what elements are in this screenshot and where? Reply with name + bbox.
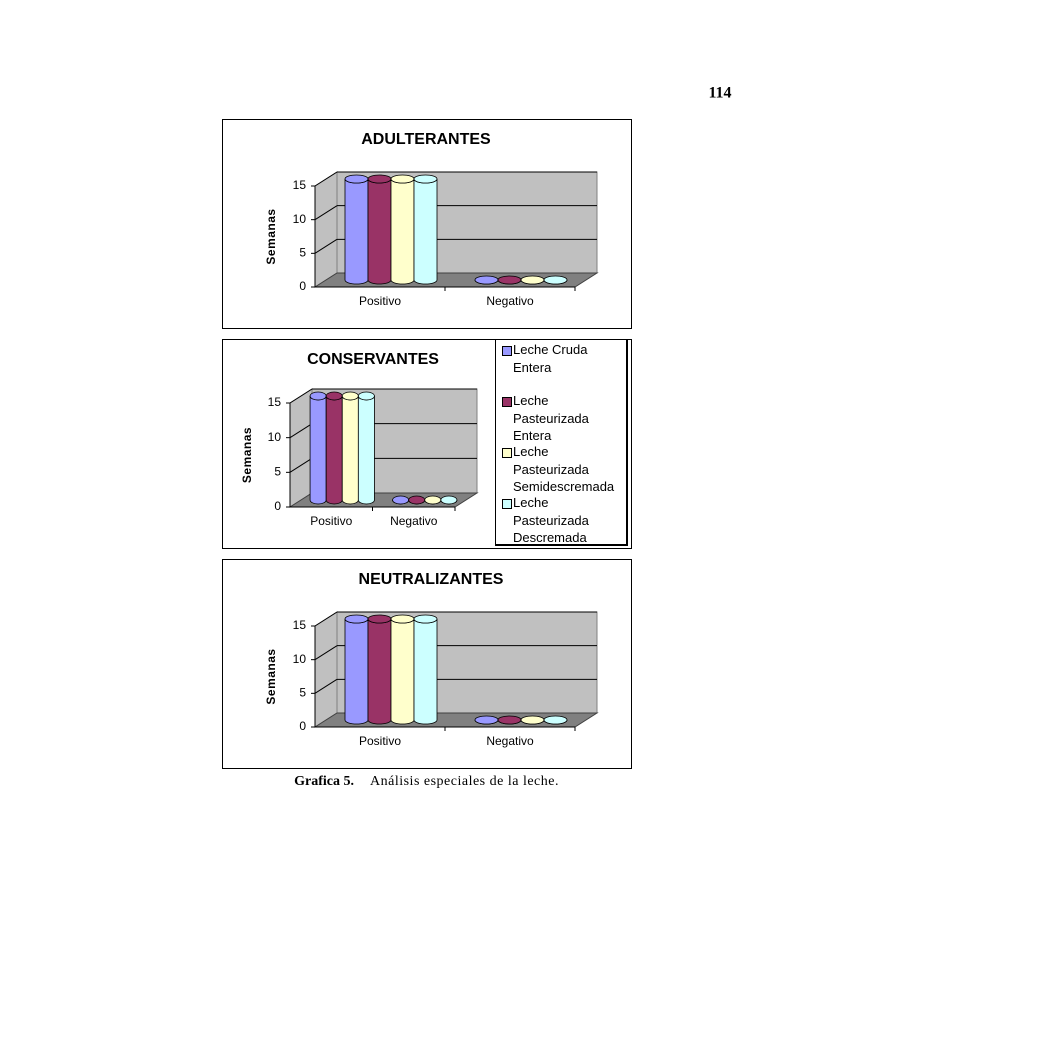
y-tick-label: 10 (268, 430, 282, 444)
bar-top (543, 275, 568, 285)
bar-top (520, 715, 545, 725)
grid-line (314, 645, 338, 661)
bar-top (344, 174, 369, 184)
bar-top (309, 391, 327, 401)
bar-top (344, 614, 369, 624)
caption-label: Grafica 5. (294, 774, 354, 789)
legend-label: Leche Pasteurizada Entera (513, 393, 589, 443)
bar-top (341, 391, 359, 401)
legend-label: Leche Cruda Entera (513, 342, 588, 375)
grid-line (314, 238, 338, 254)
x-tick-label: Positivo (359, 734, 401, 748)
legend-entry: Leche Pasteurizada Entera (496, 392, 626, 443)
bar-top (474, 715, 499, 725)
bar (325, 395, 343, 505)
bar (344, 618, 369, 725)
bar (367, 618, 392, 725)
bar (367, 178, 392, 285)
x-tick-label: Negativo (390, 514, 438, 528)
y-tick-label: 0 (274, 499, 281, 513)
bar (390, 618, 415, 725)
bar (413, 618, 438, 725)
chart-title: NEUTRALIZANTES (359, 571, 504, 588)
legend-entry: Leche Pasteurizada Descremada (496, 494, 626, 545)
chart-title: ADULTERANTES (361, 131, 491, 148)
bar (413, 178, 438, 285)
grid-line (314, 171, 338, 187)
y-tick-label: 15 (293, 178, 307, 192)
x-tick-label: Positivo (310, 514, 352, 528)
caption-text: Análisis especiales de la leche. (370, 774, 559, 789)
y-tick-label: 5 (274, 465, 281, 479)
bar (357, 395, 375, 505)
y-tick-label: 15 (268, 395, 282, 409)
y-axis-label: Semanas (264, 648, 278, 704)
bar-top (392, 495, 410, 505)
legend: Leche Cruda Entera Leche Pasteurizada Ent… (495, 339, 628, 546)
bar-top (325, 391, 343, 401)
y-tick-label: 0 (299, 279, 306, 293)
bar (341, 395, 359, 505)
y-tick-label: 5 (299, 686, 306, 700)
bar (390, 178, 415, 285)
page-number: 114 (708, 85, 731, 102)
grid-line (289, 388, 313, 404)
bar-top (497, 715, 522, 725)
y-tick-label: 10 (293, 652, 307, 666)
bar-top (440, 495, 458, 505)
bar-top (367, 614, 392, 624)
bar-top (390, 174, 415, 184)
side-wall (289, 388, 313, 508)
legend-entry: Leche Pasteurizada Semidescremada (496, 443, 626, 494)
bar-top (520, 275, 545, 285)
bar-top (413, 174, 438, 184)
y-tick-label: 10 (293, 212, 307, 226)
bar (344, 178, 369, 285)
legend-entry: Leche Cruda Entera (496, 341, 626, 392)
bar-top (497, 275, 522, 285)
x-tick-label: Negativo (486, 294, 534, 308)
x-tick-label: Negativo (486, 734, 534, 748)
grid-line (289, 457, 313, 473)
bar-top (413, 614, 438, 624)
chart-title: CONSERVANTES (307, 351, 439, 368)
legend-swatch (502, 499, 512, 509)
bar-top (357, 391, 375, 401)
legend-swatch (502, 448, 512, 458)
y-axis-label: Semanas (264, 208, 278, 264)
side-wall (314, 171, 338, 288)
grid-line (314, 678, 338, 694)
bar-top (474, 275, 499, 285)
bar-top (424, 495, 442, 505)
x-tick-label: Positivo (359, 294, 401, 308)
y-tick-label: 0 (299, 719, 306, 733)
legend-label: Leche Pasteurizada Descremada (513, 495, 589, 545)
legend-swatch (502, 346, 512, 356)
bar-top (408, 495, 426, 505)
legend-swatch (502, 397, 512, 407)
grid-line (314, 611, 338, 627)
bar-top (390, 614, 415, 624)
grid-line (314, 205, 338, 221)
y-axis-label: Semanas (240, 427, 254, 483)
bar (309, 395, 327, 505)
grid-line (289, 423, 313, 439)
y-tick-label: 15 (293, 618, 307, 632)
bar-top (367, 174, 392, 184)
legend-label: Leche Pasteurizada Semidescremada (513, 444, 615, 494)
side-wall (314, 611, 338, 728)
y-tick-label: 5 (299, 246, 306, 260)
bar-top (543, 715, 568, 725)
